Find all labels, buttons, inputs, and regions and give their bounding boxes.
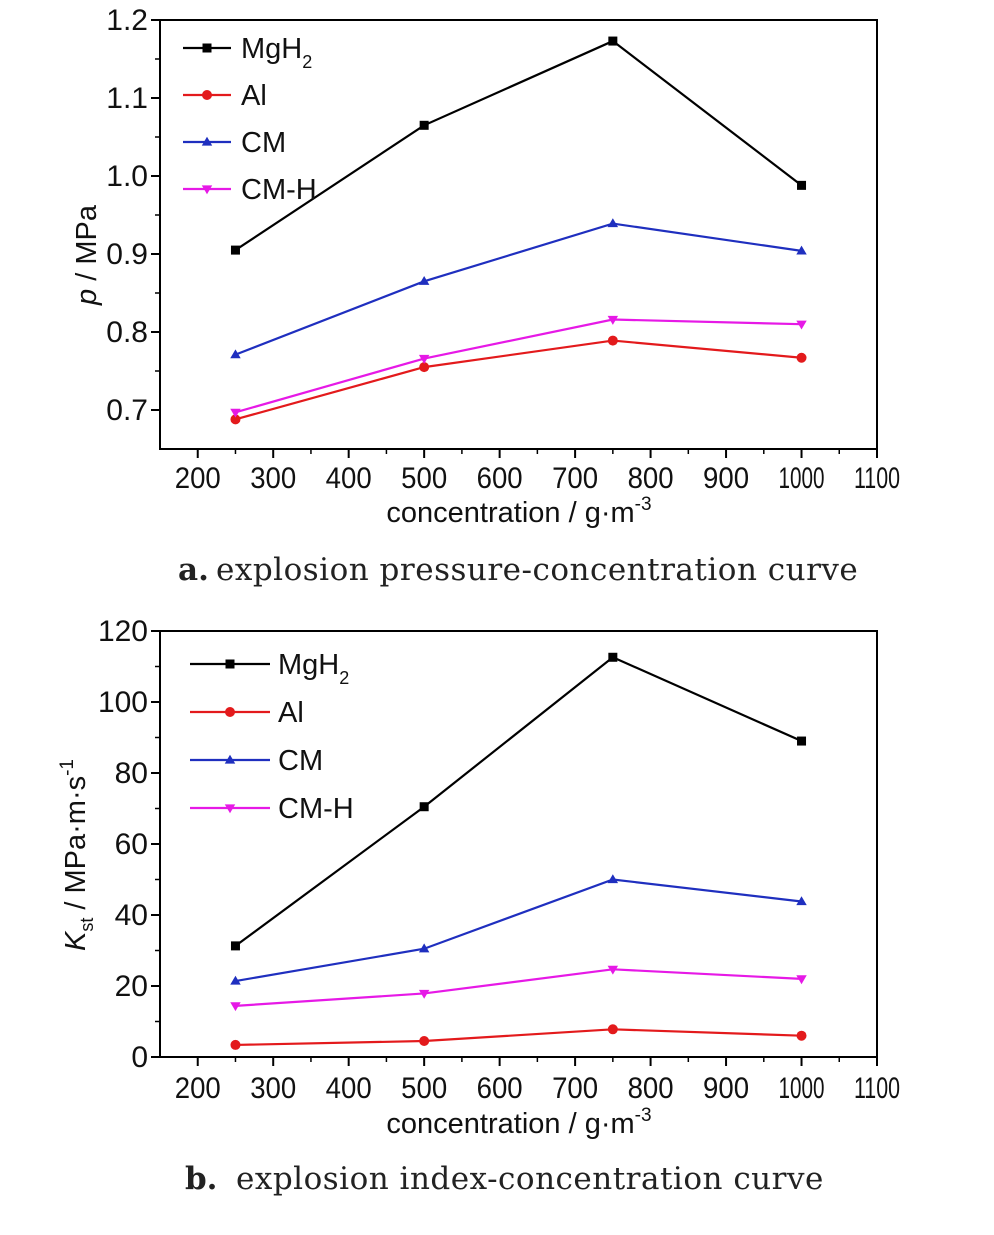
- x-tick-label: 500: [401, 1072, 447, 1105]
- series-line-al: [235, 341, 801, 420]
- caption-letter: b.: [185, 1161, 217, 1197]
- series-line-al: [235, 1029, 801, 1045]
- legend-marker: [225, 707, 235, 717]
- data-point: [797, 737, 806, 746]
- chart-a-pressure: 200 300 400 500 600 700 800 900 1000 1100 0.7 0.8 0.…: [71, 4, 900, 588]
- series-line-cm-h: [235, 320, 801, 413]
- y-tick-label: 0.9: [106, 238, 148, 271]
- data-point: [608, 37, 617, 46]
- y-tick-label: 120: [98, 615, 148, 648]
- data-point: [608, 874, 618, 883]
- data-point: [608, 653, 617, 662]
- y-tick-label: 60: [115, 828, 148, 861]
- x-tick-label: 900: [703, 462, 749, 495]
- plot-frame: [160, 631, 877, 1057]
- legend-label: CM: [241, 127, 286, 159]
- legend-label: MgH2: [241, 33, 312, 72]
- data-point: [608, 218, 618, 227]
- data-point: [608, 1024, 618, 1034]
- data-point: [797, 181, 806, 190]
- x-tick-label: 300: [250, 1072, 296, 1105]
- data-point: [231, 941, 240, 950]
- x-tick-label: 200: [175, 462, 221, 495]
- data-point: [608, 336, 618, 346]
- x-tick-label: 800: [628, 462, 674, 495]
- x-tick-label: 600: [477, 1072, 523, 1105]
- y-tick-label: 1.0: [106, 160, 148, 193]
- x-tick-label: 1100: [854, 462, 900, 495]
- x-tick-label: 1000: [779, 462, 825, 495]
- x-tick-label: 700: [552, 462, 598, 495]
- series-line-cm: [235, 224, 801, 355]
- y-tick-label: 1.1: [106, 82, 148, 115]
- x-tick-label: 1100: [854, 1072, 900, 1105]
- series-line-mgh2: [235, 41, 801, 250]
- caption-text: explosion index-concentration curve: [236, 1161, 824, 1197]
- x-tick-label: 400: [326, 462, 372, 495]
- data-point: [797, 353, 807, 363]
- x-tick-label: 900: [703, 1072, 749, 1105]
- series-line-cm-h: [235, 969, 801, 1006]
- y-tick-label: 40: [115, 899, 148, 932]
- legend-label: CM-H: [241, 174, 317, 206]
- caption-text: explosion pressure-concentration curve: [216, 552, 858, 588]
- caption-letter: a.: [178, 552, 209, 588]
- y-tick-label: 20: [115, 970, 148, 1003]
- y-tick-label: 0: [131, 1041, 148, 1074]
- x-tick-label: 600: [477, 462, 523, 495]
- data-point: [420, 121, 429, 130]
- x-axis-title: concentration / g·m-3: [386, 494, 651, 529]
- x-tick-label: 400: [326, 1072, 372, 1105]
- y-tick-label: 1.2: [106, 4, 148, 37]
- x-tick-label: 1000: [779, 1072, 825, 1105]
- y-axis-title: Kst / MPa·m·s-1: [57, 759, 97, 951]
- x-tick-label: 700: [552, 1072, 598, 1105]
- legend-label: MgH2: [278, 649, 349, 688]
- legend-marker: [226, 660, 235, 669]
- data-point: [231, 246, 240, 255]
- y-tick-label: 100: [98, 686, 148, 719]
- chart-b-explosion-index: 200 300 400 500 600 700 800 900 1000 1100 0 20 40 60 8…: [57, 615, 900, 1197]
- data-point: [419, 1036, 429, 1046]
- x-tick-label: 800: [628, 1072, 674, 1105]
- data-point: [797, 1031, 807, 1041]
- y-axis-title: p / MPa: [71, 204, 103, 306]
- legend-label: Al: [241, 80, 267, 112]
- legend-marker: [203, 44, 212, 53]
- x-tick-label: 300: [250, 462, 296, 495]
- figure-canvas: 200 300 400 500 600 700 800 900 1000 11000.70.80.…: [0, 0, 994, 1235]
- x-tick-label: 500: [401, 462, 447, 495]
- y-tick-label: 0.7: [106, 394, 148, 427]
- data-point: [230, 1040, 240, 1050]
- x-tick-label: 200: [175, 1072, 221, 1105]
- x-axis-title: concentration / g·m-3: [386, 1105, 651, 1140]
- data-point: [420, 802, 429, 811]
- legend-label: Al: [278, 697, 304, 729]
- series-line-cm: [235, 880, 801, 982]
- legend-marker: [202, 90, 212, 100]
- y-tick-label: 80: [115, 757, 148, 790]
- legend-label: CM: [278, 745, 323, 777]
- legend-label: CM-H: [278, 793, 354, 825]
- y-tick-label: 0.8: [106, 316, 148, 349]
